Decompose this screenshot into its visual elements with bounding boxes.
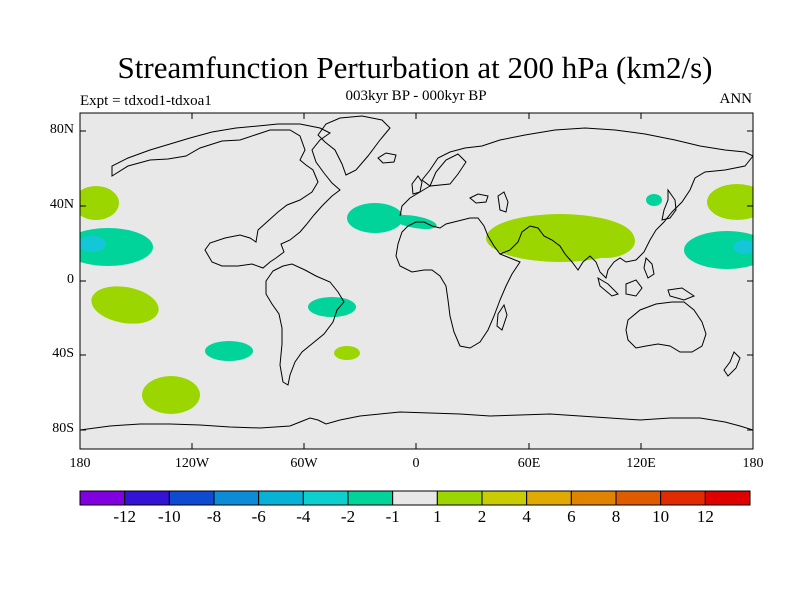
anomaly-north-pacific-east xyxy=(707,184,767,220)
colorbar-box xyxy=(393,491,438,505)
colorbar-label: 8 xyxy=(596,507,636,527)
colorbar-box xyxy=(125,491,170,505)
anomaly-asia-monsoon-east xyxy=(575,224,635,258)
lon-label-0: 0 xyxy=(386,456,446,472)
colorbar-label: -2 xyxy=(328,507,368,527)
anomaly-subtropical-pacific-east xyxy=(684,231,770,269)
anomaly-southern-ocean xyxy=(142,376,200,414)
lat-label-80s: 80S xyxy=(36,421,74,437)
anomaly-south-atlantic-small xyxy=(334,346,360,360)
colorbar-label: -6 xyxy=(239,507,279,527)
colorbar-box xyxy=(437,491,482,505)
colorbar-label: 2 xyxy=(462,507,502,527)
colorbar-label: -1 xyxy=(373,507,413,527)
colorbar-box xyxy=(705,491,750,505)
colorbar-box xyxy=(259,491,304,505)
lon-label-120w: 120W xyxy=(162,456,222,472)
colorbar xyxy=(80,491,750,505)
colorbar-box xyxy=(80,491,125,505)
lon-label-120e: 120E xyxy=(611,456,671,472)
anomaly-south-pacific xyxy=(205,341,253,361)
colorbar-box xyxy=(303,491,348,505)
colorbar-label: 1 xyxy=(417,507,457,527)
lat-label-40s: 40S xyxy=(36,346,74,362)
colorbar-label: -10 xyxy=(149,507,189,527)
colorbar-box xyxy=(348,491,393,505)
colorbar-box xyxy=(527,491,572,505)
colorbar-box xyxy=(571,491,616,505)
colorbar-label: -4 xyxy=(283,507,323,527)
colorbar-label: 12 xyxy=(685,507,725,527)
colorbar-label: -8 xyxy=(194,507,234,527)
lon-label-60e: 60E xyxy=(499,456,559,472)
colorbar-box xyxy=(616,491,661,505)
colorbar-label: 10 xyxy=(641,507,681,527)
lon-label-180w: 180 xyxy=(50,456,110,472)
colorbar-label: 6 xyxy=(551,507,591,527)
anomaly-south-atlantic xyxy=(308,297,356,317)
lat-label-equator: 0 xyxy=(36,272,74,288)
colorbar-box xyxy=(661,491,706,505)
lat-label-40n: 40N xyxy=(36,197,74,213)
anomaly-subtropical-pacific-west-core xyxy=(78,236,106,252)
colorbar-box xyxy=(169,491,214,505)
lat-label-80n: 80N xyxy=(36,122,74,138)
colorbar-label: 4 xyxy=(507,507,547,527)
colorbar-box xyxy=(482,491,527,505)
lon-label-180e: 180 xyxy=(723,456,783,472)
anomaly-subtropical-pacific-west xyxy=(63,228,153,266)
anomaly-korea xyxy=(646,194,662,206)
colorbar-label: -12 xyxy=(105,507,145,527)
colorbar-box xyxy=(214,491,259,505)
lon-label-60w: 60W xyxy=(274,456,334,472)
